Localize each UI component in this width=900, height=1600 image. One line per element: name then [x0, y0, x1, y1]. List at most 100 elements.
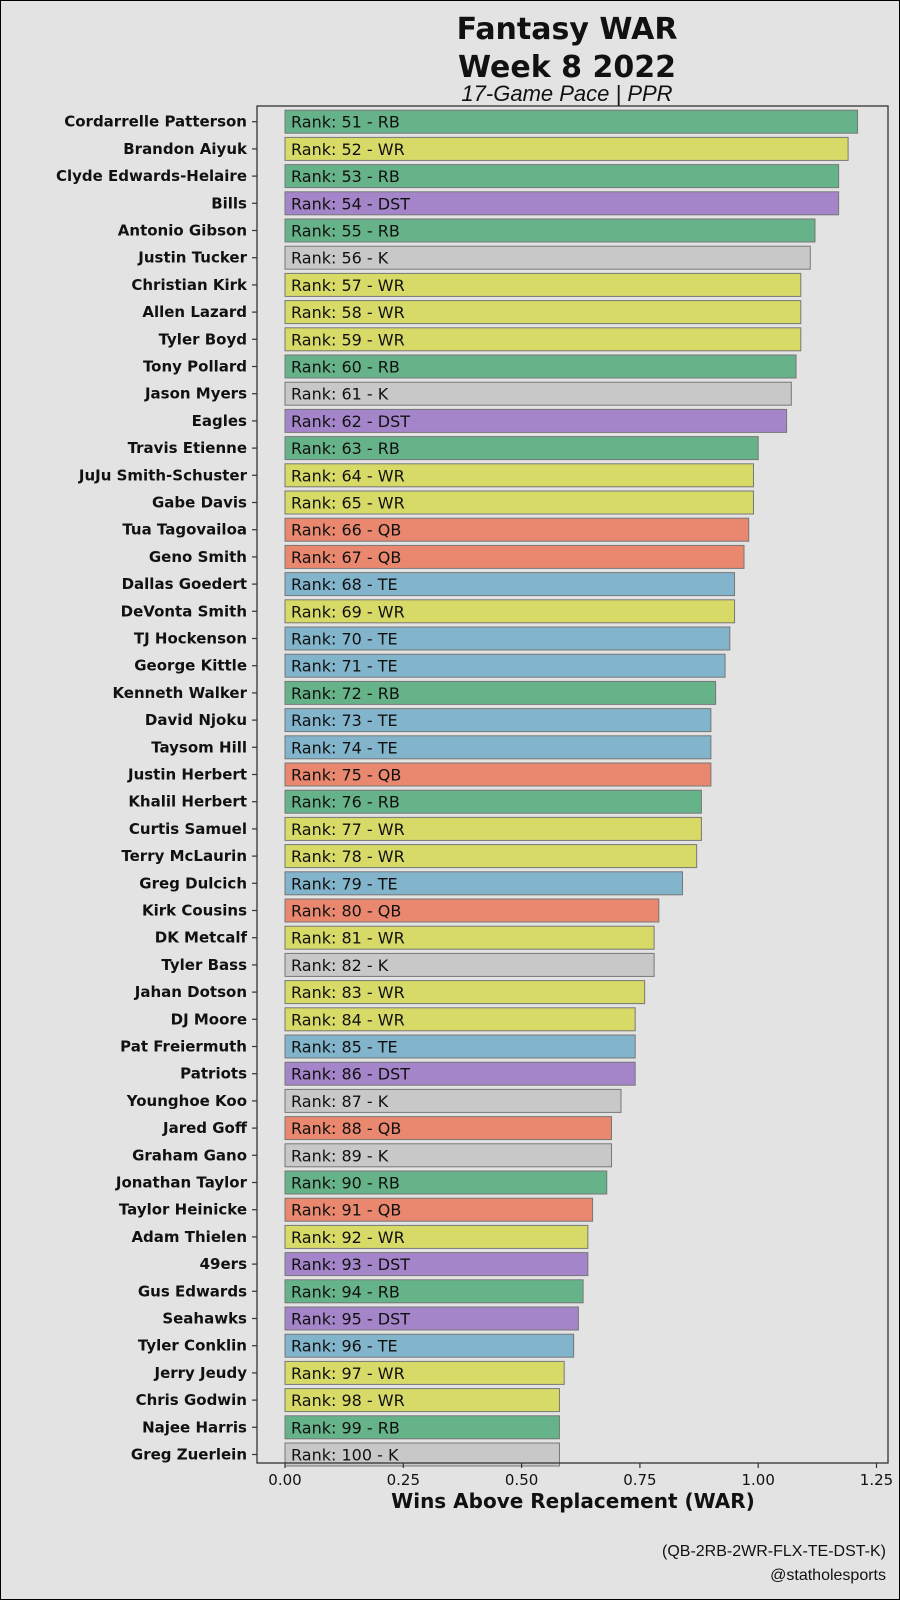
y-tick-label: Cordarrelle Patterson: [64, 113, 247, 131]
bar-label: Rank: 71 - TE: [291, 657, 398, 676]
bar: [284, 1252, 589, 1277]
bar: [284, 218, 816, 243]
bar: [284, 408, 788, 433]
y-tick-label: TJ Hockenson: [134, 630, 247, 648]
bar-label: Rank: 74 - TE: [291, 738, 398, 757]
y-tick-label: Gabe Davis: [152, 494, 247, 512]
bar-label: Rank: 78 - WR: [291, 847, 405, 866]
bar-label: Rank: 73 - TE: [291, 711, 398, 730]
bar-label: Rank: 88 - QB: [291, 1119, 401, 1138]
bar: [284, 1306, 579, 1331]
bar-label: Rank: 60 - RB: [291, 358, 400, 377]
y-axis-labels: Cordarrelle Patterson Brandon Aiyuk Clyde …: [56, 113, 257, 1464]
bar-label: Rank: 89 - K: [291, 1146, 389, 1165]
bar: [284, 1116, 613, 1141]
bar: [284, 300, 802, 325]
bar: [284, 1007, 636, 1032]
bar-label: Rank: 68 - TE: [291, 575, 398, 594]
bar-label: Rank: 77 - WR: [291, 820, 405, 839]
bar-label: Rank: 59 - WR: [291, 330, 405, 349]
y-tick-label: Tyler Conklin: [138, 1337, 247, 1355]
bar-label: Rank: 65 - WR: [291, 494, 405, 513]
bar: [284, 517, 750, 542]
bar-label: Rank: 75 - QB: [291, 766, 401, 785]
bar-label: Rank: 51 - RB: [291, 113, 400, 132]
y-tick-label: Jonathan Taylor: [115, 1174, 248, 1192]
y-tick-label: Taysom Hill: [151, 738, 247, 756]
y-tick-label: Jason Myers: [144, 385, 247, 403]
bar: [284, 653, 726, 678]
bar: [284, 164, 840, 189]
bar-label: Rank: 100 - K: [291, 1446, 399, 1465]
y-tick-label: Jerry Jeudy: [154, 1364, 248, 1382]
bar: [284, 1034, 636, 1059]
y-tick-label: Najee Harris: [142, 1418, 247, 1436]
bar: [284, 1224, 589, 1249]
bar-label: Rank: 80 - QB: [291, 902, 401, 921]
x-tick-label: 0.00: [268, 1471, 301, 1489]
bar-label: Rank: 90 - RB: [291, 1174, 400, 1193]
y-tick-label: George Kittle: [134, 657, 247, 675]
x-axis: 0.00 0.25 0.50 0.75 1.00 1.25: [268, 1463, 893, 1489]
bar-label: Rank: 53 - RB: [291, 167, 400, 186]
y-tick-label: Greg Zuerlein: [131, 1446, 247, 1464]
bar: [284, 680, 717, 705]
y-tick-label: Patriots: [180, 1065, 247, 1083]
y-tick-label: Taylor Heinicke: [119, 1201, 247, 1219]
x-tick-label: 1.00: [741, 1471, 774, 1489]
y-tick-label: Kirk Cousins: [142, 902, 247, 920]
bar: [284, 735, 712, 760]
bar-label: Rank: 94 - RB: [291, 1282, 400, 1301]
chart-title-line1: Fantasy WAR: [457, 12, 678, 47]
bar: [284, 272, 802, 297]
x-tick-label: 0.25: [387, 1471, 420, 1489]
y-tick-label: Dallas Goedert: [122, 575, 247, 593]
bar-label: Rank: 62 - DST: [291, 412, 410, 431]
bar-label: Rank: 96 - TE: [291, 1337, 398, 1356]
bar: [284, 1388, 560, 1413]
chart-subtitle: 17-Game Pace | PPR: [461, 81, 672, 106]
y-tick-label: Eagles: [192, 412, 247, 430]
y-tick-label: Geno Smith: [149, 548, 247, 566]
bar: [284, 980, 646, 1005]
bar: [284, 544, 745, 569]
x-axis-title: Wins Above Replacement (WAR): [391, 1489, 755, 1513]
bar: [284, 1333, 575, 1358]
y-tick-label: Brandon Aiyuk: [123, 140, 248, 158]
y-tick-label: Justin Tucker: [137, 249, 247, 267]
y-tick-label: DeVonta Smith: [121, 602, 247, 620]
y-tick-label: Jared Goff: [162, 1119, 248, 1137]
bar: [284, 572, 736, 597]
y-tick-label: Seahawks: [162, 1310, 247, 1328]
bar: [284, 816, 702, 841]
y-tick-label: Allen Lazard: [142, 303, 247, 321]
y-tick-label: DK Metcalf: [155, 929, 248, 947]
caption-credit: @statholesports: [770, 1567, 886, 1584]
bar-label: Rank: 95 - DST: [291, 1310, 410, 1329]
plot-panel-border: [256, 105, 889, 1464]
bar-label: Rank: 70 - TE: [291, 630, 398, 649]
y-tick-label: Gus Edwards: [138, 1282, 247, 1300]
bar-label: Rank: 64 - WR: [291, 466, 405, 485]
y-tick-label: Clyde Edwards-Helaire: [56, 167, 247, 185]
bar-label: Rank: 56 - K: [291, 249, 389, 268]
bar-label: Rank: 63 - RB: [291, 439, 400, 458]
y-tick-label: Younghoe Koo: [126, 1092, 247, 1110]
y-tick-label: Khalil Herbert: [128, 793, 247, 811]
y-tick-label: Antonio Gibson: [118, 222, 247, 240]
bar: [284, 1442, 560, 1467]
y-tick-label: Justin Herbert: [127, 766, 247, 784]
bar: [284, 789, 702, 814]
bar-label: Rank: 79 - TE: [291, 874, 398, 893]
bar: [284, 245, 811, 270]
x-tick-label: 0.50: [505, 1471, 538, 1489]
y-tick-label: Terry McLaurin: [121, 847, 247, 865]
bar: [284, 762, 712, 787]
bar-label: Rank: 61 - K: [291, 385, 389, 404]
x-tick-label: 1.25: [860, 1471, 893, 1489]
bar: [284, 952, 655, 977]
bar: [284, 871, 683, 896]
bar-label: Rank: 87 - K: [291, 1092, 389, 1111]
bar: [284, 490, 754, 515]
